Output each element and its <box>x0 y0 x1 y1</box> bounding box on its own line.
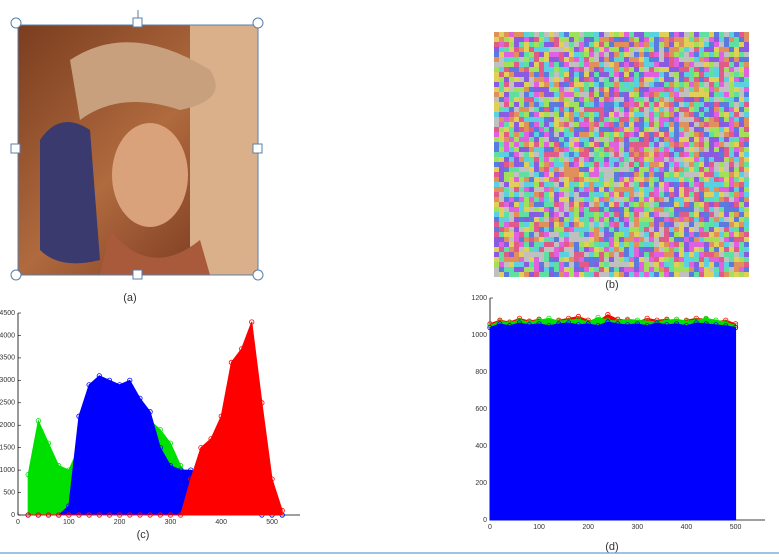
x-tick-label: 300 <box>631 524 643 531</box>
encrypted-image-b <box>494 32 749 277</box>
y-tick-label: 3500 <box>0 355 15 362</box>
y-tick-label: 0 <box>483 517 487 524</box>
y-tick-label: 1000 <box>471 332 487 339</box>
x-tick-label: 300 <box>165 519 177 526</box>
page: (a) (b) (c) (d) 050010001500200025003000… <box>0 0 779 555</box>
y-tick-label: 500 <box>3 489 15 496</box>
x-tick-label: 200 <box>582 524 594 531</box>
x-tick-label: 100 <box>533 524 545 531</box>
x-tick-label: 500 <box>266 519 278 526</box>
caption: (a) <box>123 292 136 304</box>
x-tick-label: 200 <box>114 519 126 526</box>
y-tick-label: 1500 <box>0 445 15 452</box>
y-tick-label: 1200 <box>471 295 487 302</box>
y-tick-label: 4500 <box>0 310 15 317</box>
caption: (b) <box>605 279 618 291</box>
histogram-area <box>490 322 736 520</box>
y-tick-label: 2500 <box>0 400 15 407</box>
y-tick-label: 600 <box>475 406 487 413</box>
x-tick-label: 400 <box>215 519 227 526</box>
y-tick-label: 4000 <box>0 332 15 339</box>
x-tick-label: 100 <box>63 519 75 526</box>
x-tick-label: 400 <box>681 524 693 531</box>
y-tick-label: 0 <box>11 512 15 519</box>
x-tick-label: 0 <box>488 524 492 531</box>
photo-a[interactable] <box>18 25 258 275</box>
y-tick-label: 2000 <box>0 422 15 429</box>
y-tick-label: 800 <box>475 369 487 376</box>
x-tick-label: 0 <box>16 519 20 526</box>
caption: (c) <box>137 529 150 541</box>
y-tick-label: 1000 <box>0 467 15 474</box>
y-tick-label: 3000 <box>0 377 15 384</box>
y-tick-label: 200 <box>475 480 487 487</box>
y-tick-label: 400 <box>475 443 487 450</box>
x-tick-label: 500 <box>730 524 742 531</box>
caption: (d) <box>605 541 618 553</box>
